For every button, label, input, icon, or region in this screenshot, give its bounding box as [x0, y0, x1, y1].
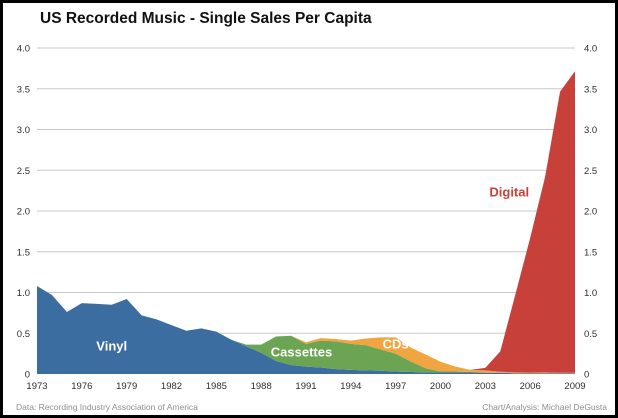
y-axis-label-right: 4.0	[584, 44, 597, 55]
y-axis-label-left: 3.0	[17, 125, 30, 136]
data-source-credit: Data: Recording Industry Association of …	[16, 402, 198, 412]
x-axis-label: 1976	[71, 381, 92, 392]
x-axis-label: 1982	[161, 381, 182, 392]
x-axis-label: 1973	[26, 381, 47, 392]
y-axis-label-right: 0.5	[584, 329, 597, 340]
x-axis-label: 1988	[251, 381, 272, 392]
y-axis-label-left: 4.0	[17, 44, 30, 55]
x-axis-label: 1979	[116, 381, 137, 392]
x-axis-label: 1991	[295, 381, 316, 392]
y-axis-label-right: 3.5	[584, 84, 597, 95]
chart-analysis-credit: Chart/Analysis: Michael DeGusta	[482, 402, 607, 412]
chart-title: US Recorded Music - Single Sales Per Cap…	[40, 10, 372, 27]
area-cassettes	[37, 285, 575, 374]
y-axis-label-left: 0	[25, 370, 30, 381]
series-label-cds: CDs	[383, 337, 409, 352]
x-axis-label: 2003	[475, 381, 496, 392]
y-axis-label-right: 0	[584, 370, 589, 381]
y-axis-label-left: 1.5	[17, 247, 30, 258]
area-vinyl	[37, 285, 575, 374]
y-axis-label-left: 2.5	[17, 166, 30, 177]
y-axis-label-right: 1.5	[584, 247, 597, 258]
x-axis-label: 1985	[206, 381, 227, 392]
y-axis-label-right: 1.0	[584, 288, 597, 299]
x-axis-label: 2000	[430, 381, 451, 392]
series-label-digital: Digital	[489, 184, 529, 199]
y-axis-label-right: 2.0	[584, 207, 597, 218]
y-axis-label-left: 1.0	[17, 288, 30, 299]
y-axis-label-left: 2.0	[17, 207, 30, 218]
x-axis-label: 2009	[564, 381, 585, 392]
area-digital	[37, 71, 575, 373]
series-label-cassettes: Cassettes	[271, 344, 332, 359]
y-axis-label-left: 0.5	[17, 329, 30, 340]
y-axis-label-left: 3.5	[17, 84, 30, 95]
x-axis-label: 1994	[340, 381, 361, 392]
stacked-area-chart: 4.0 4.0 3.5 3.5 3.0 3.0 2.5 2.5 2.0 2.0 1.5 1.5 1.0 1…	[17, 44, 597, 393]
x-axis-label: 1997	[385, 381, 406, 392]
y-axis-label-right: 2.5	[584, 166, 597, 177]
footer: Data: Recording Industry Association of …	[16, 402, 607, 412]
series-label-vinyl: Vinyl	[96, 338, 127, 353]
x-axis-label: 2006	[520, 381, 541, 392]
y-axis-label-right: 3.0	[584, 125, 597, 136]
